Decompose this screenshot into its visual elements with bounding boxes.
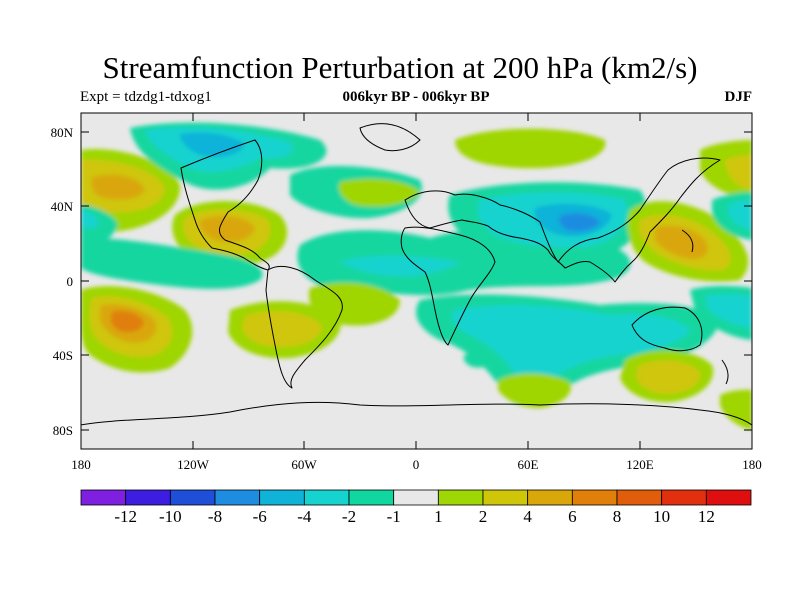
colorbar-swatch [661, 489, 707, 506]
coastlines [81, 123, 752, 426]
coastline [359, 123, 421, 152]
anomaly-region [636, 360, 701, 394]
colorbar-label: 4 [523, 507, 532, 526]
lat-label: 40S [53, 348, 73, 363]
coastline [400, 226, 496, 346]
lat-label: 80S [53, 423, 73, 438]
anomaly-region [455, 128, 606, 169]
colorbar-swatch [705, 489, 752, 506]
coastline [631, 306, 703, 352]
colorbar-label: -8 [208, 507, 222, 526]
anomaly-region [338, 178, 420, 207]
lon-label: 180 [71, 457, 91, 472]
colorbar-swatch [616, 489, 663, 506]
period-label: 006kyr BP - 006kyr BP [342, 89, 490, 105]
anomaly-region [655, 225, 708, 260]
anomaly-region [91, 174, 145, 200]
colorbar-label: -1 [387, 507, 401, 526]
anomaly-region [340, 255, 460, 277]
lon-labels: 180 120W 60W 0 60E 120E 180 [71, 457, 762, 472]
colorbar-label: -4 [297, 507, 312, 526]
anomaly-region [728, 200, 752, 230]
colorbar-label: 1 [434, 507, 443, 526]
lon-label: 120E [626, 457, 654, 472]
anomaly-region [463, 350, 495, 368]
coastline [681, 229, 694, 253]
anomaly-region [558, 213, 600, 232]
colorbar-swatch [393, 489, 439, 506]
anomaly-region [308, 282, 400, 326]
anomaly-region [180, 132, 245, 158]
colorbar-label: 2 [479, 507, 488, 526]
lon-ticks [80, 113, 753, 449]
anomaly-region [498, 373, 571, 408]
anomaly-region [725, 155, 752, 190]
lat-label: 80N [51, 125, 74, 140]
coastline [81, 401, 752, 426]
anomaly-region [242, 311, 322, 348]
colorbar-label: -12 [114, 507, 137, 526]
colorbar-label: 6 [568, 507, 577, 526]
map-title: Streamfunction Perturbation at 200 hPa (… [102, 50, 698, 85]
anomaly-region [81, 238, 263, 289]
colorbar-label: 12 [698, 507, 715, 526]
anomaly-region [110, 310, 144, 333]
coastline [265, 265, 343, 389]
lon-label: 0 [413, 457, 420, 472]
colorbar-swatch [80, 489, 127, 506]
colorbar-swatch [348, 489, 395, 506]
colorbar-label: 8 [613, 507, 622, 526]
anomaly-region [452, 305, 690, 387]
colorbar-swatch [482, 489, 529, 506]
colorbar-swatch [303, 489, 350, 506]
coastline [721, 359, 729, 385]
lon-label: 60E [518, 457, 539, 472]
lon-label: 180 [742, 457, 762, 472]
experiment-label: Expt = tdzdg1-tdxog1 [80, 89, 212, 105]
streamfunction-field [81, 113, 752, 449]
anomaly-region [81, 210, 99, 229]
lat-label: 40N [51, 199, 74, 214]
season-label: DJF [724, 89, 753, 105]
colorbar-swatch [214, 489, 261, 506]
colorbar-label: -2 [342, 507, 356, 526]
colorbar-swatch [527, 489, 573, 506]
anomaly-region [705, 294, 752, 328]
colorbar: -12 -10 -8 -6 -4 -2 -1 1 2 4 6 8 10 12 [80, 489, 752, 526]
colorbar-swatch [571, 489, 618, 506]
coastline [404, 157, 721, 283]
colorbar-swatch [125, 489, 171, 506]
lat-label: 0 [67, 274, 74, 289]
lat-ticks [81, 131, 752, 431]
lat-labels: 80N 40N 0 40S 80S [51, 125, 74, 438]
anomaly-region [199, 215, 255, 242]
colorbar-swatch [169, 489, 216, 506]
colorbar-label: -10 [159, 507, 182, 526]
colorbar-swatch [437, 489, 484, 506]
colorbar-label: -6 [253, 507, 267, 526]
lon-label: 120W [177, 457, 210, 472]
colorbar-swatch [259, 489, 305, 506]
coastline [180, 139, 270, 271]
lon-label: 60W [291, 457, 317, 472]
colorbar-label: 10 [653, 507, 670, 526]
